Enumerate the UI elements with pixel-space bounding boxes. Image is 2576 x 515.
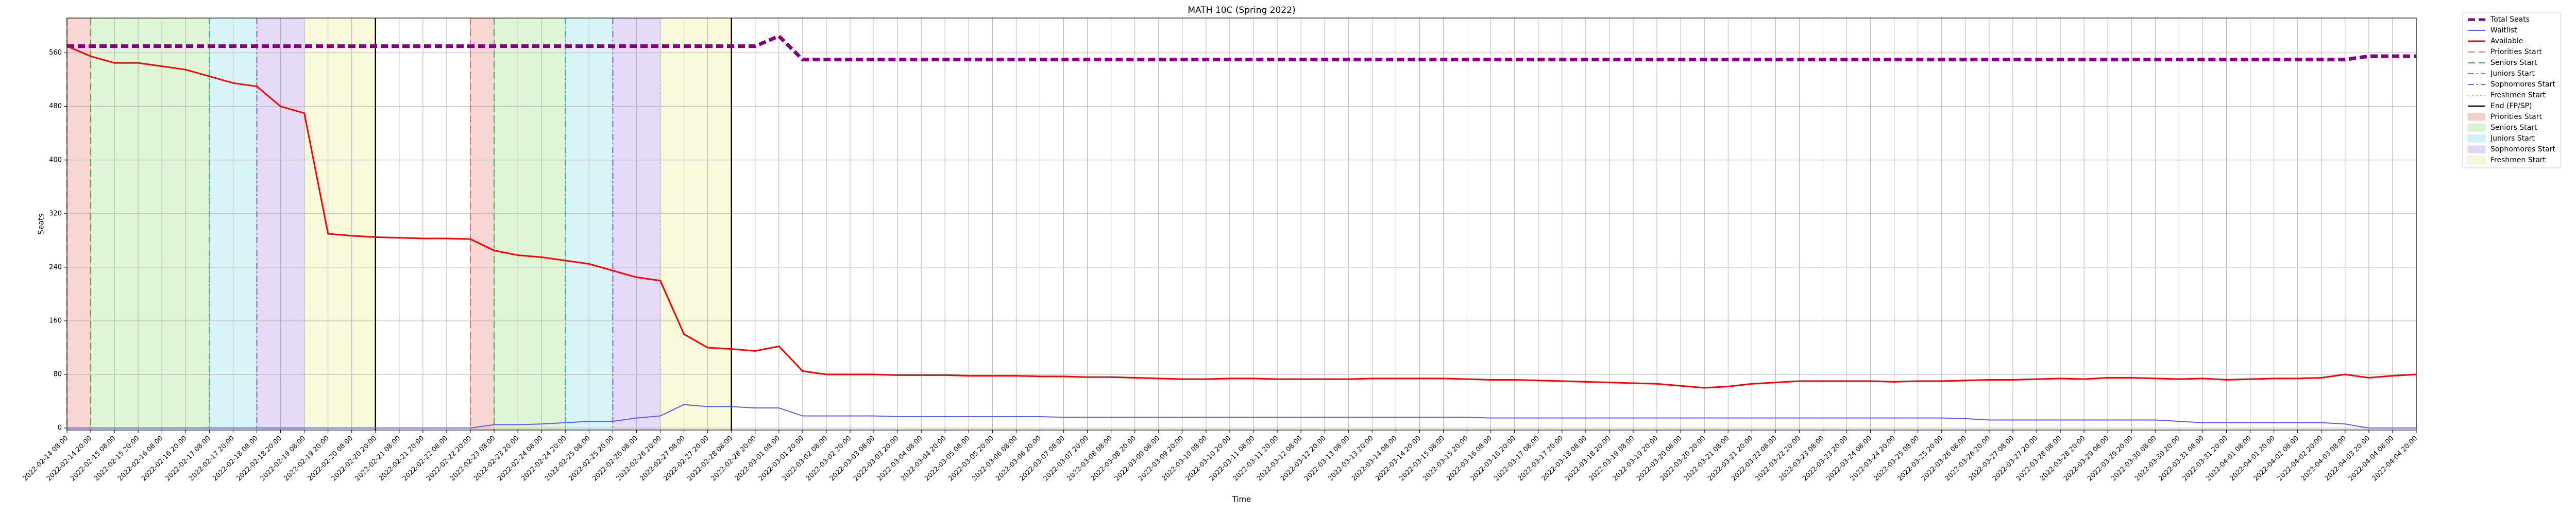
phase-span: [91, 18, 210, 430]
x-axis-label: Time: [1232, 495, 1251, 504]
series-lines: [66, 33, 2417, 429]
legend-label: Sophomores Start: [2490, 80, 2555, 89]
phase-span: [660, 18, 732, 430]
legend-swatch: [2467, 134, 2486, 143]
legend-swatch: [2467, 124, 2486, 132]
legend-label: Seniors Start: [2490, 59, 2537, 67]
y-tick-label: 400: [49, 156, 62, 164]
phase-span: [470, 18, 495, 430]
y-tick-label: 480: [49, 102, 62, 110]
legend-swatch: [2467, 113, 2486, 121]
legend: Total Seats Waitlist Available Priorities S…: [2462, 12, 2561, 168]
legend-swatch: [2467, 145, 2486, 153]
legend-label: Juniors Start: [2490, 70, 2535, 78]
chart-title: MATH 10C (Spring 2022): [1188, 5, 1295, 15]
legend-label: Freshmen Start: [2490, 91, 2546, 99]
legend-label: Priorities Start: [2490, 48, 2543, 56]
y-tick-label: 320: [49, 210, 62, 217]
legend-swatch: [2467, 156, 2486, 164]
plot-frame: [66, 18, 2417, 431]
legend-label: Seniors Start: [2490, 124, 2537, 132]
y-tick-label: 80: [53, 371, 62, 379]
legend-label: Available: [2490, 37, 2523, 45]
phase-span: [304, 18, 376, 430]
y-tick-label: 0: [58, 424, 62, 432]
series-line: [67, 33, 2416, 62]
legend-label: Sophomores Start: [2490, 145, 2555, 153]
legend-label: Total Seats: [2490, 15, 2530, 24]
y-tick-label: 240: [49, 263, 62, 271]
phase-span: [494, 18, 566, 430]
legend-label: Priorities Start: [2490, 113, 2543, 121]
y-tick-label: 160: [49, 317, 62, 324]
y-tick-label: 560: [49, 49, 62, 57]
legend-label: End (FP/SP): [2490, 102, 2532, 110]
legend-label: Freshmen Start: [2490, 156, 2546, 164]
series-line: [67, 404, 2416, 429]
legend-label: Juniors Start: [2490, 134, 2535, 143]
series-line: [66, 45, 2417, 389]
legend-box: [2462, 12, 2561, 168]
legend-label: Waitlist: [2490, 26, 2517, 35]
phase-span: [67, 18, 91, 430]
y-axis-label: Seats: [37, 213, 46, 235]
